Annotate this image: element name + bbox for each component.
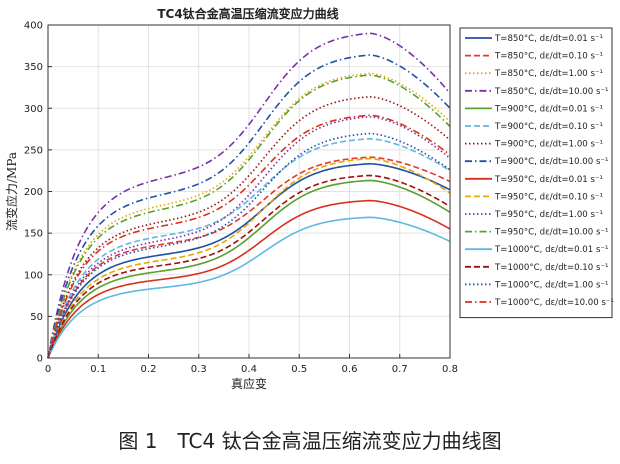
x-tick-label: 0.8 bbox=[442, 364, 458, 375]
y-tick-label: 300 bbox=[24, 104, 43, 115]
legend-entry: T=1000°C, dε/dt=0.01 s⁻¹ bbox=[494, 245, 608, 255]
legend-entry: T=850°C, dε/dt=0.10 s⁻¹ bbox=[494, 52, 603, 62]
legend-entry: T=950°C, dε/dt=0.01 s⁻¹ bbox=[494, 175, 603, 185]
y-tick-label: 400 bbox=[24, 21, 43, 32]
series-line-16 bbox=[47, 114, 451, 359]
series-line-7 bbox=[47, 95, 451, 359]
y-axis-ticks: 0 50 100 150 200 250 300 350 400 bbox=[24, 21, 52, 365]
series-line-9 bbox=[47, 199, 451, 359]
legend-entry: T=950°C, dε/dt=1.00 s⁻¹ bbox=[494, 210, 603, 220]
x-axis-ticks: 0 0.1 0.2 0.3 0.4 0.5 0.6 0.7 0.8 bbox=[45, 354, 458, 375]
legend-box bbox=[459, 27, 613, 319]
y-tick-label: 350 bbox=[24, 62, 43, 73]
series-line-5 bbox=[47, 179, 451, 359]
legend-entry: T=1000°C, dε/dt=10.00 s⁻¹ bbox=[494, 298, 614, 308]
series-line-4 bbox=[47, 32, 451, 359]
x-tick-label: 0.3 bbox=[191, 364, 207, 375]
x-tick-label: 0.2 bbox=[141, 364, 157, 375]
chart-title: TC4钛合金高温压缩流变应力曲线 bbox=[157, 6, 338, 21]
series-line-15 bbox=[47, 132, 451, 359]
series-line-13 bbox=[47, 216, 451, 359]
series-line-8 bbox=[47, 54, 451, 359]
x-tick-label: 0.5 bbox=[291, 364, 307, 375]
y-tick-label: 150 bbox=[24, 229, 43, 240]
x-axis-label: 真应变 bbox=[231, 376, 267, 391]
series-layer bbox=[47, 32, 451, 359]
series-line-3 bbox=[47, 72, 451, 359]
legend-entry: T=900°C, dε/dt=1.00 s⁻¹ bbox=[494, 140, 603, 150]
legend-entry: T=950°C, dε/dt=10.00 s⁻¹ bbox=[494, 228, 608, 238]
x-tick-label: 0.1 bbox=[90, 364, 106, 375]
legend-entry: T=850°C, dε/dt=10.00 s⁻¹ bbox=[494, 87, 608, 97]
series-line-2 bbox=[47, 156, 451, 359]
legend-entry: T=950°C, dε/dt=0.10 s⁻¹ bbox=[494, 192, 603, 202]
legend-entry: T=900°C, dε/dt=0.01 s⁻¹ bbox=[494, 104, 603, 114]
x-tick-label: 0.4 bbox=[241, 364, 257, 375]
legend-entry: T=1000°C, dε/dt=1.00 s⁻¹ bbox=[494, 280, 608, 290]
x-tick-label: 0.7 bbox=[392, 364, 408, 375]
y-tick-label: 0 bbox=[37, 354, 43, 365]
legend: T=850°C, dε/dt=0.01 s⁻¹ T=850°C, dε/dt=0.… bbox=[459, 27, 614, 319]
grid bbox=[47, 24, 451, 359]
legend-entry: T=850°C, dε/dt=1.00 s⁻¹ bbox=[494, 69, 603, 79]
series-line-11 bbox=[47, 115, 451, 359]
y-tick-label: 100 bbox=[24, 270, 43, 281]
y-tick-label: 250 bbox=[24, 145, 43, 156]
legend-entry: T=850°C, dε/dt=0.01 s⁻¹ bbox=[494, 34, 603, 44]
y-tick-label: 50 bbox=[30, 312, 43, 323]
legend-entry: T=1000°C, dε/dt=0.10 s⁻¹ bbox=[494, 263, 608, 273]
legend-entry: T=900°C, dε/dt=0.10 s⁻¹ bbox=[494, 122, 603, 132]
y-axis-label: 流变应力/MPa bbox=[4, 152, 19, 231]
series-line-1 bbox=[47, 162, 451, 359]
y-tick-label: 200 bbox=[24, 187, 43, 198]
figure-caption: 图 1 TC4 钛合金高温压缩流变应力曲线图 bbox=[118, 429, 502, 453]
flow-stress-chart: TC4钛合金高温压缩流变应力曲线 0 0.1 0.2 0.3 0.4 0.5 0.6 0.7 0… bbox=[4, 6, 614, 391]
x-tick-label: 0.6 bbox=[342, 364, 358, 375]
x-tick-label: 0 bbox=[45, 364, 51, 375]
series-line-12 bbox=[47, 74, 451, 359]
legend-entry: T=900°C, dε/dt=10.00 s⁻¹ bbox=[494, 157, 608, 167]
series-line-14 bbox=[47, 174, 451, 359]
